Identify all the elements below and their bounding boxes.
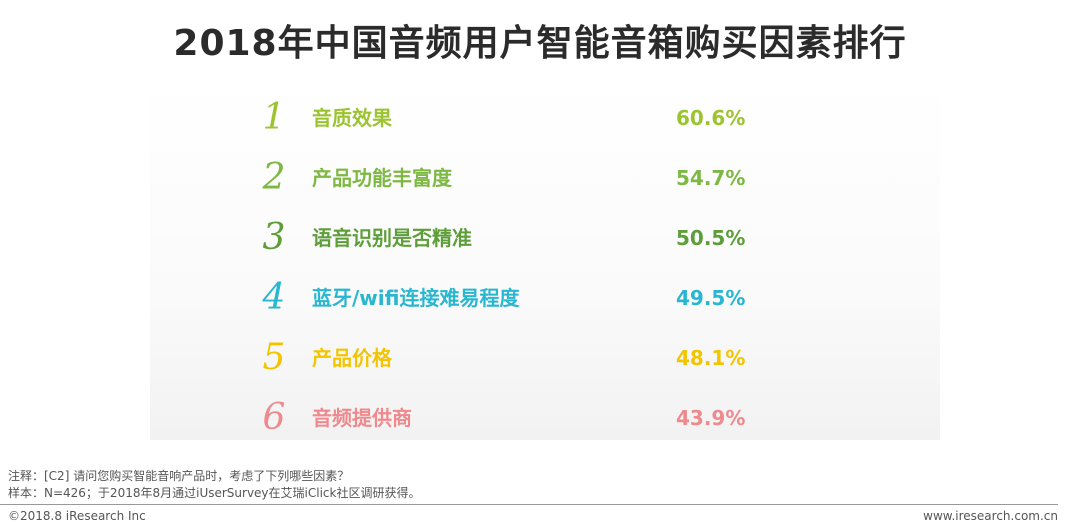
website-text: www.iresearch.com.cn: [923, 509, 1058, 523]
rank-number: 3: [262, 217, 286, 258]
ranking-row: 2 产品功能丰富度 54.7%: [0, 158, 1080, 198]
copyright-text: ©2018.8 iResearch Inc: [8, 509, 146, 523]
rank-number: 5: [262, 337, 286, 378]
footer-divider: [0, 504, 1058, 505]
factor-label: 蓝牙/wifi连接难易程度: [312, 286, 520, 310]
ranking-row: 5 产品价格 48.1%: [0, 338, 1080, 378]
chart-notes: 注释：[C2] 请问您购买智能音响产品时，考虑了下列哪些因素？ 样本：N=426…: [8, 468, 420, 502]
note-question: 注释：[C2] 请问您购买智能音响产品时，考虑了下列哪些因素？: [8, 469, 350, 483]
chart-title: 2018年中国音频用户智能音箱购买因素排行: [173, 23, 907, 64]
ranking-row: 1 音质效果 60.6%: [0, 98, 1080, 138]
factor-label: 语音识别是否精准: [312, 226, 472, 250]
ranking-row: 3 语音识别是否精准 50.5%: [0, 218, 1080, 258]
factor-percentage: 49.5%: [676, 286, 746, 310]
factor-label: 产品价格: [312, 346, 392, 370]
factor-label: 产品功能丰富度: [312, 166, 452, 190]
factor-label: 音频提供商: [312, 406, 412, 430]
factor-label: 音质效果: [312, 106, 392, 130]
rank-number: 4: [262, 277, 286, 318]
note-sample: 样本：N=426；于2018年8月通过iUserSurvey在艾瑞iClick社…: [8, 486, 421, 500]
ranking-panel: [150, 80, 940, 440]
ranking-row: 6 音频提供商 43.9%: [0, 398, 1080, 438]
factor-percentage: 48.1%: [676, 346, 746, 370]
rank-number: 2: [262, 157, 286, 198]
ranking-row: 4 蓝牙/wifi连接难易程度 49.5%: [0, 278, 1080, 318]
rank-number: 1: [262, 97, 286, 138]
factor-percentage: 43.9%: [676, 406, 746, 430]
factor-percentage: 54.7%: [676, 166, 746, 190]
factor-percentage: 60.6%: [676, 106, 746, 130]
rank-number: 6: [262, 397, 286, 438]
factor-percentage: 50.5%: [676, 226, 746, 250]
